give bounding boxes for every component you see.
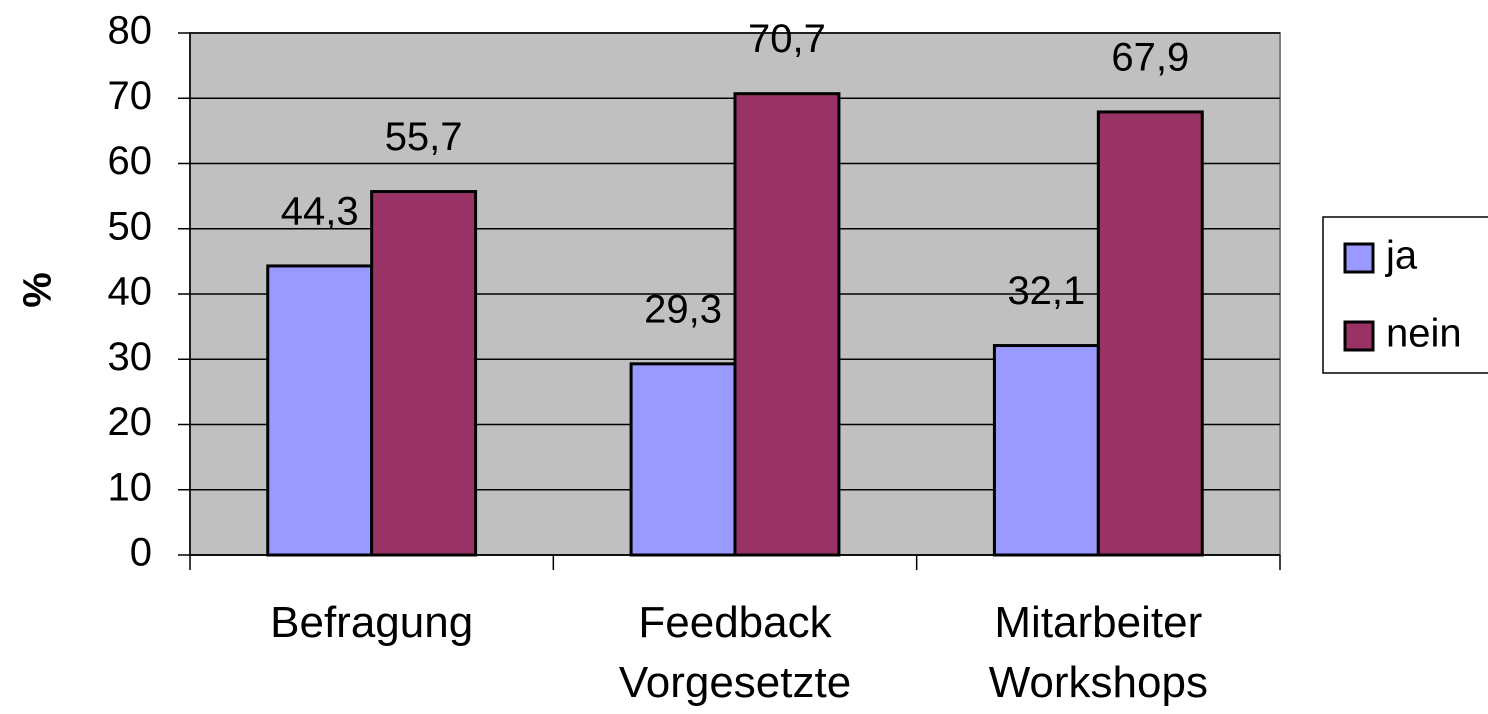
data-label: 70,7 — [748, 17, 826, 61]
legend-label: ja — [1385, 234, 1418, 278]
data-label: 67,9 — [1111, 36, 1189, 80]
bar — [370, 190, 478, 557]
y-tick-label: 30 — [108, 335, 153, 379]
bar — [266, 264, 374, 557]
y-tick-label: 20 — [108, 400, 153, 444]
data-label: 29,3 — [644, 287, 722, 331]
y-tick-label: 40 — [108, 270, 153, 314]
legend-label: nein — [1386, 312, 1462, 356]
y-tick-label: 70 — [108, 74, 153, 118]
y-tick-label: 80 — [108, 9, 153, 53]
legend-swatch — [1343, 320, 1375, 352]
y-axis-label: % — [16, 272, 60, 308]
data-label: 55,7 — [385, 115, 463, 159]
bar — [1096, 110, 1204, 557]
y-tick-label: 0 — [130, 531, 152, 575]
data-label: 32,1 — [1007, 269, 1085, 313]
x-tick-label: Befragung — [270, 598, 473, 647]
bar — [733, 92, 841, 557]
y-tick-label: 50 — [108, 204, 153, 248]
bar — [629, 362, 737, 557]
bar — [992, 344, 1100, 557]
y-tick-label: 60 — [108, 139, 153, 183]
y-tick-label: 10 — [108, 465, 153, 509]
x-tick-label: Feedback Vorgesetzte — [619, 598, 851, 707]
legend-swatch — [1343, 242, 1375, 274]
x-tick-label: Mitarbeiter Workshops — [989, 598, 1208, 707]
data-label: 44,3 — [281, 190, 359, 234]
